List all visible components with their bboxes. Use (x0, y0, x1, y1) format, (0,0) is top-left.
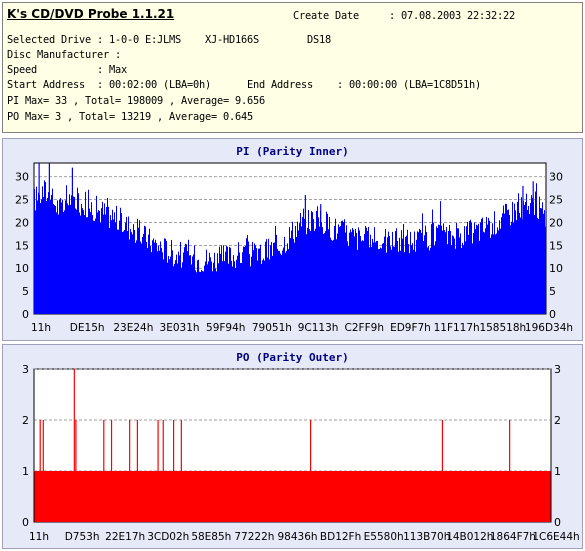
selected-drive: Selected Drive : 1-0-0 E:JLMS XJ-HD166S … (7, 34, 331, 46)
app-title: K's CD/DVD Probe 1.1.21 (7, 7, 175, 21)
pi-chart-title: PI (Parity Inner) (236, 145, 349, 158)
pi-graph-panel: PI (Parity Inner) (2, 138, 583, 341)
disc-info-panel: K's CD/DVD Probe 1.1.21 Create Date : 07… (2, 2, 583, 133)
speed: Speed : Max (7, 64, 127, 76)
pi-stats: PI Max= 33 , Total= 198009 , Average= 9.… (7, 95, 265, 107)
po-stats: PO Max= 3 , Total= 13219 , Average= 0.64… (7, 111, 253, 123)
po-graph-panel: PO (Parity Outer) (2, 344, 583, 549)
po-chart-title: PO (Parity Outer) (236, 351, 349, 364)
address-range: Start Address : 00:02:00 (LBA=0h) End Ad… (7, 79, 481, 91)
create-date: Create Date : 07.08.2003 22:32:22 (293, 10, 515, 22)
disc-manufacturer: Disc Manufacturer : (7, 49, 121, 61)
